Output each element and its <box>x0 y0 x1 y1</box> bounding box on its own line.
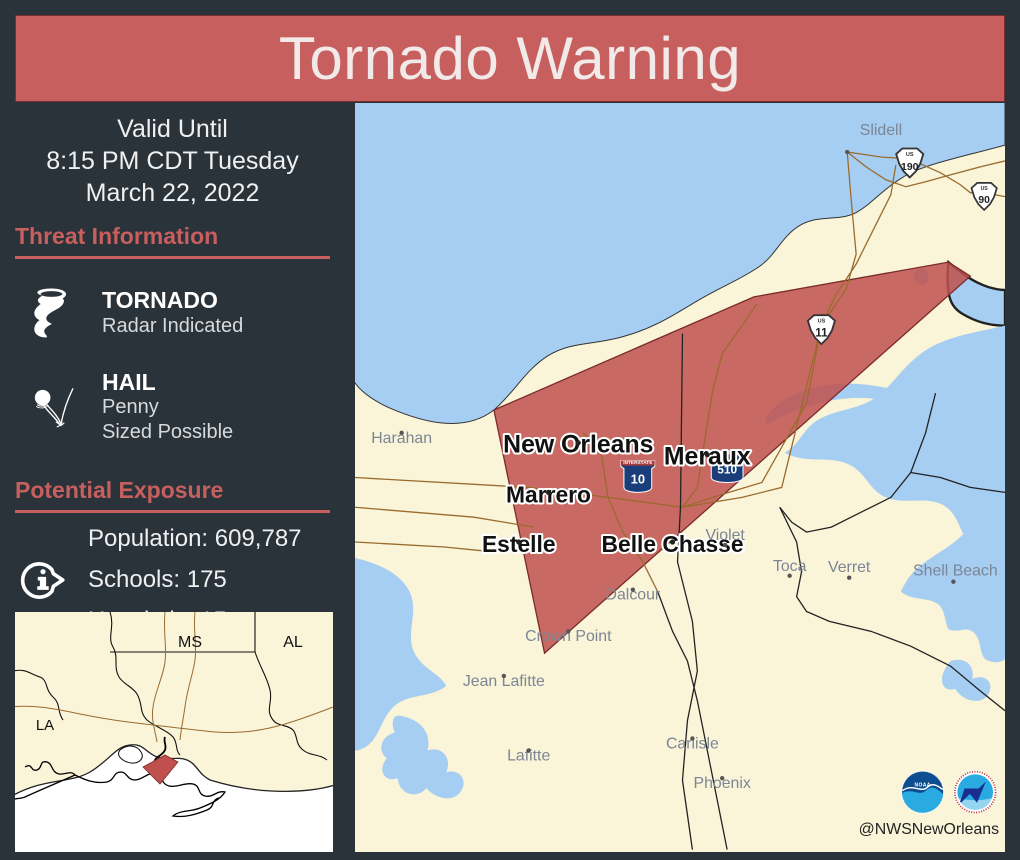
svg-text:US: US <box>981 186 989 192</box>
svg-text:90: 90 <box>978 195 990 206</box>
svg-text:11: 11 <box>815 327 828 340</box>
svg-text:@NWSNewOrleans: @NWSNewOrleans <box>859 821 999 838</box>
svg-text:10: 10 <box>631 471 645 486</box>
svg-text:Verret: Verret <box>828 559 871 576</box>
svg-text:US: US <box>818 319 826 325</box>
svg-text:Shell Beach: Shell Beach <box>913 563 998 580</box>
svg-text:Violet: Violet <box>705 527 745 544</box>
svg-text:AL: AL <box>283 634 303 651</box>
svg-text:190: 190 <box>901 162 919 173</box>
svg-text:Toca: Toca <box>773 558 807 575</box>
svg-text:NOAA: NOAA <box>915 783 931 789</box>
svg-text:MS: MS <box>178 634 202 651</box>
svg-text:Slidell: Slidell <box>860 122 902 139</box>
svg-text:LA: LA <box>36 717 54 734</box>
svg-text:INTERSTATE: INTERSTATE <box>623 460 652 466</box>
svg-text:US: US <box>906 152 914 158</box>
